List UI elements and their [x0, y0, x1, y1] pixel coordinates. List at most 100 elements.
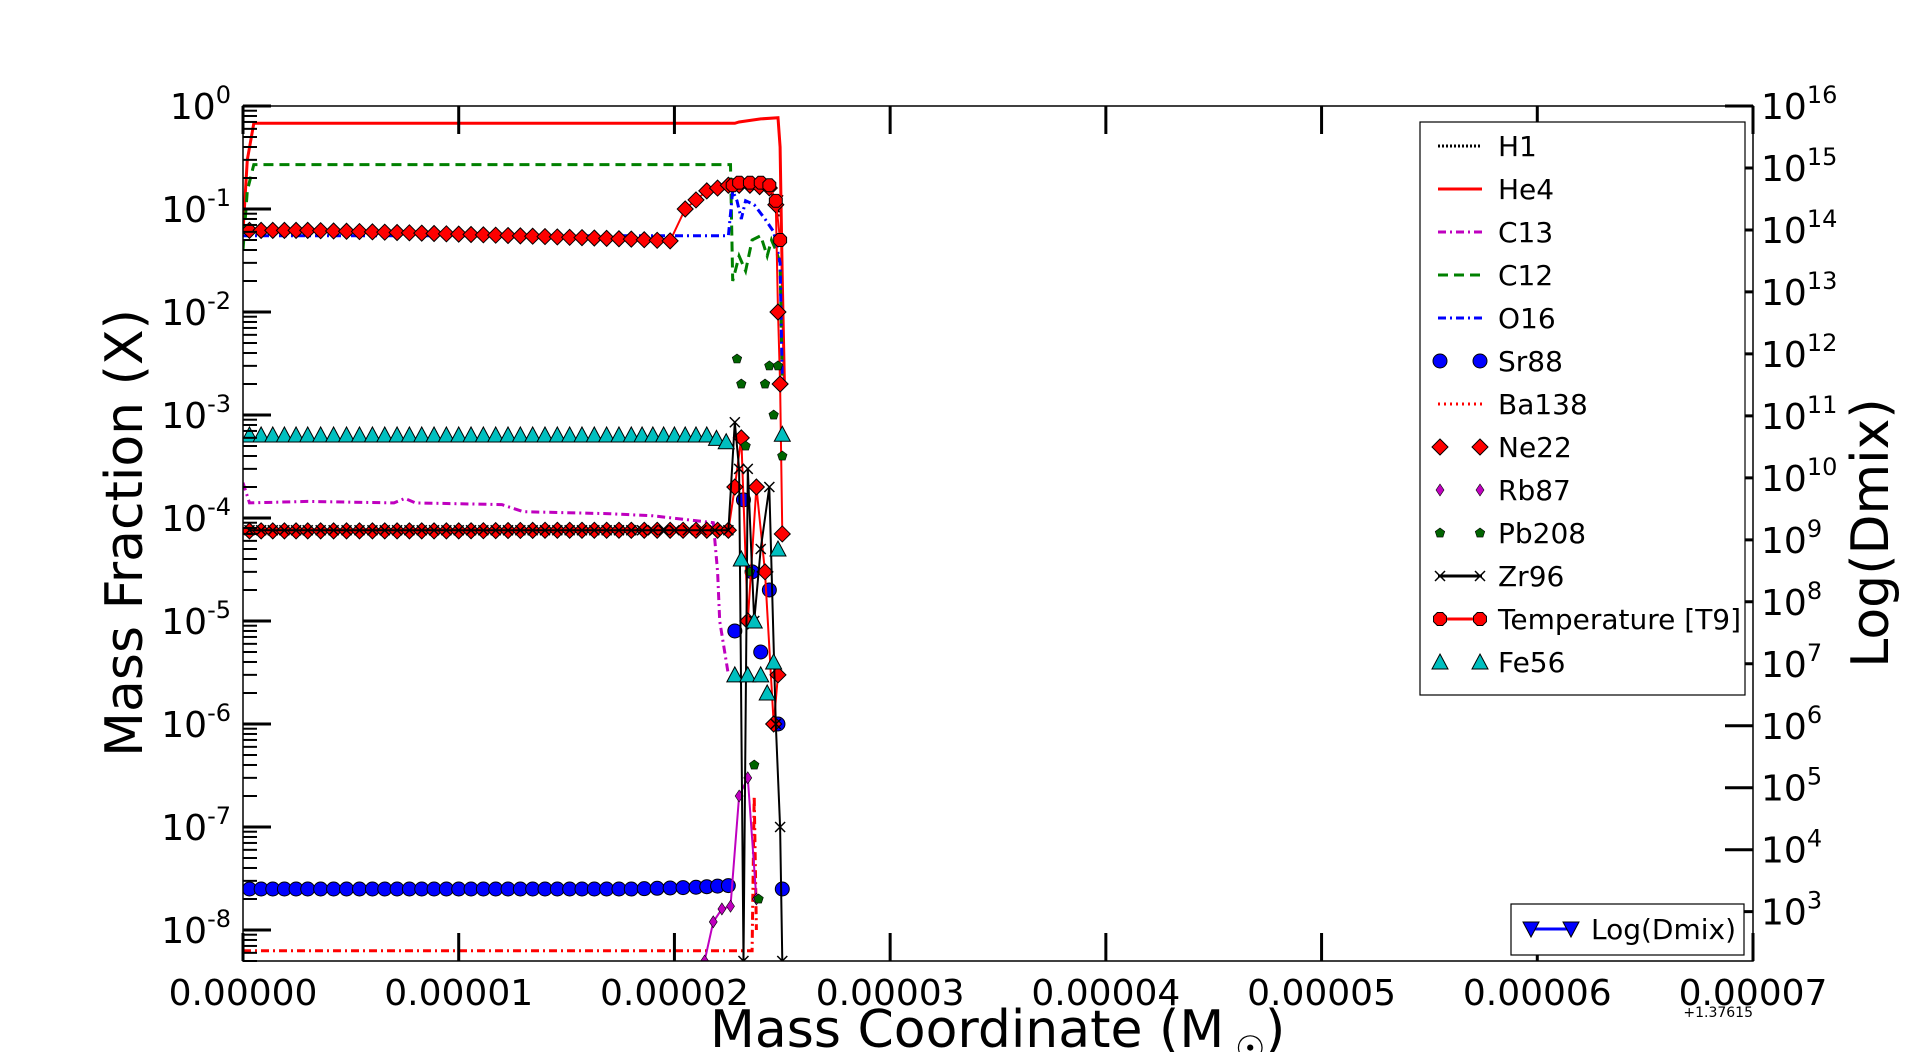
- marker-fe56: [462, 425, 480, 443]
- y2-axis-label: Log(Dmix): [1841, 398, 1901, 667]
- series-fe56: [243, 425, 792, 701]
- marker-temperature-t9: [762, 178, 777, 193]
- marker-zr96-stroke: [658, 524, 670, 536]
- marker-zr96: [636, 524, 648, 536]
- legend2-marker: [1562, 921, 1580, 939]
- marker-zr96-stroke: [490, 524, 502, 536]
- marker-zr96: [490, 524, 502, 536]
- marker-zr96-stroke: [440, 524, 452, 536]
- marker-fe56: [633, 425, 651, 443]
- marker-zr96-stroke: [551, 524, 563, 536]
- series-line-he4: [243, 116, 786, 385]
- marker-zr96: [527, 524, 539, 536]
- x-axis-label: Mass Coordinate (M: [710, 1000, 1224, 1052]
- x-tick-label: 0.00006: [1463, 973, 1612, 1014]
- marker-ne22: [773, 525, 791, 543]
- legend-marker-rb87: [1435, 483, 1445, 497]
- marker-zr96-stroke: [729, 416, 741, 428]
- marker-ne22: [376, 223, 394, 241]
- marker-zr96-stroke: [781, 955, 788, 961]
- marker-zr96-stroke: [737, 955, 745, 961]
- y2-tick-label: 1016: [1761, 81, 1837, 128]
- marker-fe56: [585, 425, 604, 443]
- legend-marker-zr96: [1474, 570, 1486, 582]
- marker-fe56: [298, 425, 317, 443]
- marker-fe56: [732, 549, 751, 567]
- y-tick-label: 10-7: [161, 802, 231, 849]
- marker-fe56: [758, 683, 777, 701]
- legend-marker-pb208: [1434, 527, 1446, 538]
- x-offset-label: +1.37615: [1683, 1005, 1753, 1021]
- marker-fe56: [644, 425, 662, 443]
- marker-sr88: [351, 881, 367, 897]
- y-tick-label: 10-8: [161, 905, 231, 952]
- marker-ne22: [536, 227, 554, 246]
- series-line-c13: [243, 482, 730, 676]
- marker-ne22: [311, 221, 330, 240]
- marker-zr96: [755, 543, 767, 555]
- marker-fe56: [717, 432, 736, 450]
- marker-fe56: [400, 425, 419, 443]
- marker-zr96-stroke: [733, 463, 745, 475]
- marker-ne22: [474, 226, 493, 244]
- marker-zr96: [315, 524, 327, 536]
- marker-zr96-stroke: [391, 524, 403, 536]
- legend-label-c12: C12: [1498, 259, 1553, 292]
- x-tick-label: 0.00001: [384, 973, 533, 1014]
- marker-zr96: [353, 524, 366, 536]
- legend-marker-fe56: [1471, 652, 1489, 670]
- marker-zr96-stroke: [695, 524, 707, 536]
- marker-fe56: [654, 425, 673, 443]
- x-tick-label: 0.00003: [816, 973, 965, 1014]
- marker-sr88: [761, 582, 777, 598]
- y-tick-label: 10-3: [161, 390, 231, 437]
- marker-fe56: [499, 425, 517, 443]
- series-sr88: [243, 492, 790, 897]
- legend-label-he4: He4: [1498, 173, 1554, 206]
- marker-fe56: [707, 429, 726, 446]
- marker-zr96-stroke: [647, 524, 659, 536]
- marker-zr96-stroke: [379, 524, 391, 536]
- series-line-zr96: [249, 422, 784, 961]
- marker-ne22: [388, 223, 406, 242]
- marker-sr88: [623, 881, 639, 897]
- marker-zr96-stroke: [722, 524, 734, 536]
- legend-label-ne22: Ne22: [1498, 431, 1572, 464]
- marker-zr96: [255, 524, 267, 536]
- legend-label-rb87: Rb87: [1498, 474, 1571, 507]
- marker-ne22: [437, 225, 456, 243]
- marker-ne22: [661, 232, 679, 250]
- marker-pb208: [768, 409, 779, 420]
- series-pb208: [731, 353, 788, 904]
- marker-fe56: [263, 425, 282, 443]
- marker-zr96-stroke: [755, 543, 767, 555]
- marker-fe56: [523, 425, 542, 443]
- marker-fe56: [687, 425, 705, 443]
- marker-zr96: [763, 481, 775, 493]
- legend-marker-ne22: [1471, 438, 1489, 456]
- marker-ne22: [511, 227, 530, 245]
- legend-label-sr88: Sr88: [1498, 345, 1563, 378]
- marker-ne22: [287, 221, 305, 240]
- marker-zr96-stroke: [502, 524, 514, 536]
- legend-label-pb208: Pb208: [1498, 517, 1586, 550]
- marker-fe56: [773, 425, 792, 442]
- marker-zr96-stroke: [576, 524, 588, 536]
- marker-zr96: [278, 524, 290, 536]
- marker-zr96: [776, 955, 788, 961]
- series-line-ne22-b: [249, 437, 779, 725]
- legend-marker-pb208: [1474, 527, 1486, 538]
- marker-zr96-stroke: [514, 524, 526, 536]
- marker-fe56: [751, 665, 770, 683]
- legend-marker-zr96-stroke: [1434, 570, 1446, 582]
- marker-zr96: [668, 524, 680, 536]
- marker-zr96-stroke: [613, 524, 625, 536]
- marker-zr96-stroke: [255, 524, 267, 536]
- marker-fe56: [573, 425, 591, 443]
- marker-ne22: [573, 228, 591, 247]
- marker-pb208: [753, 893, 764, 904]
- marker-fe56: [536, 425, 554, 443]
- marker-fe56: [738, 665, 757, 683]
- marker-zr96-stroke: [709, 524, 721, 536]
